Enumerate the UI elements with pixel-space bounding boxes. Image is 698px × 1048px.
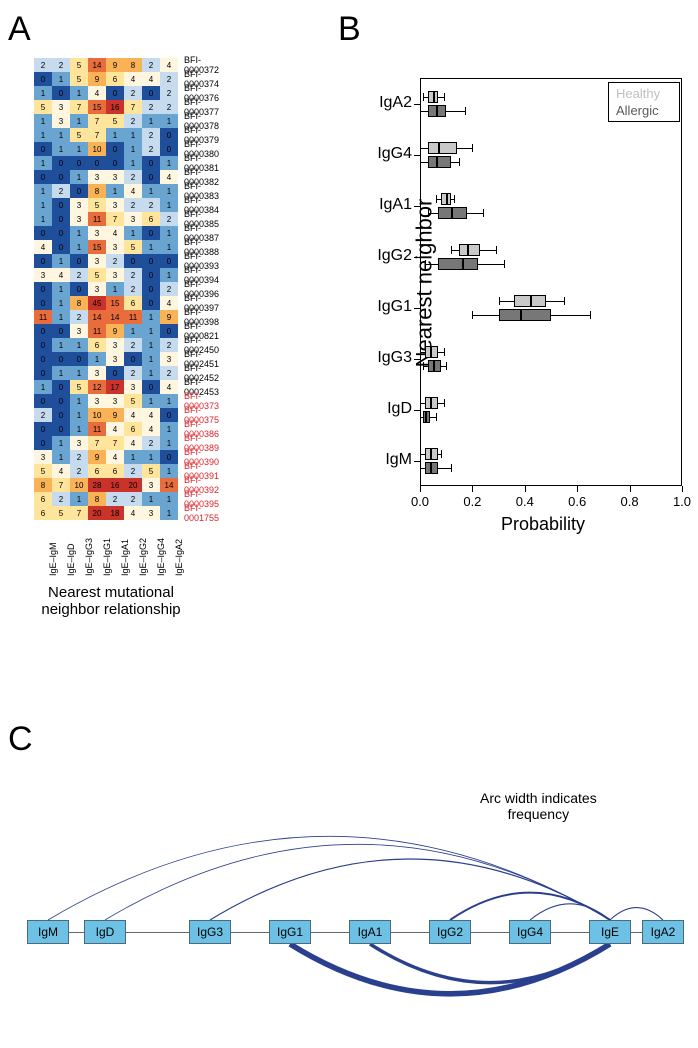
arc	[210, 859, 610, 920]
arc-annotation: Arc width indicatesfrequency	[480, 790, 597, 822]
arc-node-IgM: IgM	[27, 920, 69, 944]
arc	[530, 904, 610, 920]
arc-node-IgG2: IgG2	[429, 920, 471, 944]
arc-node-IgA1: IgA1	[349, 920, 391, 944]
arc-node-IgD: IgD	[84, 920, 126, 944]
arc-node-IgG3: IgG3	[189, 920, 231, 944]
arc-node-IgE: IgE	[589, 920, 631, 944]
arc-node-IgG1: IgG1	[269, 920, 311, 944]
arc-diagram	[0, 0, 698, 1048]
arc	[610, 908, 663, 920]
arc-node-IgG4: IgG4	[509, 920, 551, 944]
arc-node-IgA2: IgA2	[642, 920, 684, 944]
arc	[370, 944, 610, 983]
